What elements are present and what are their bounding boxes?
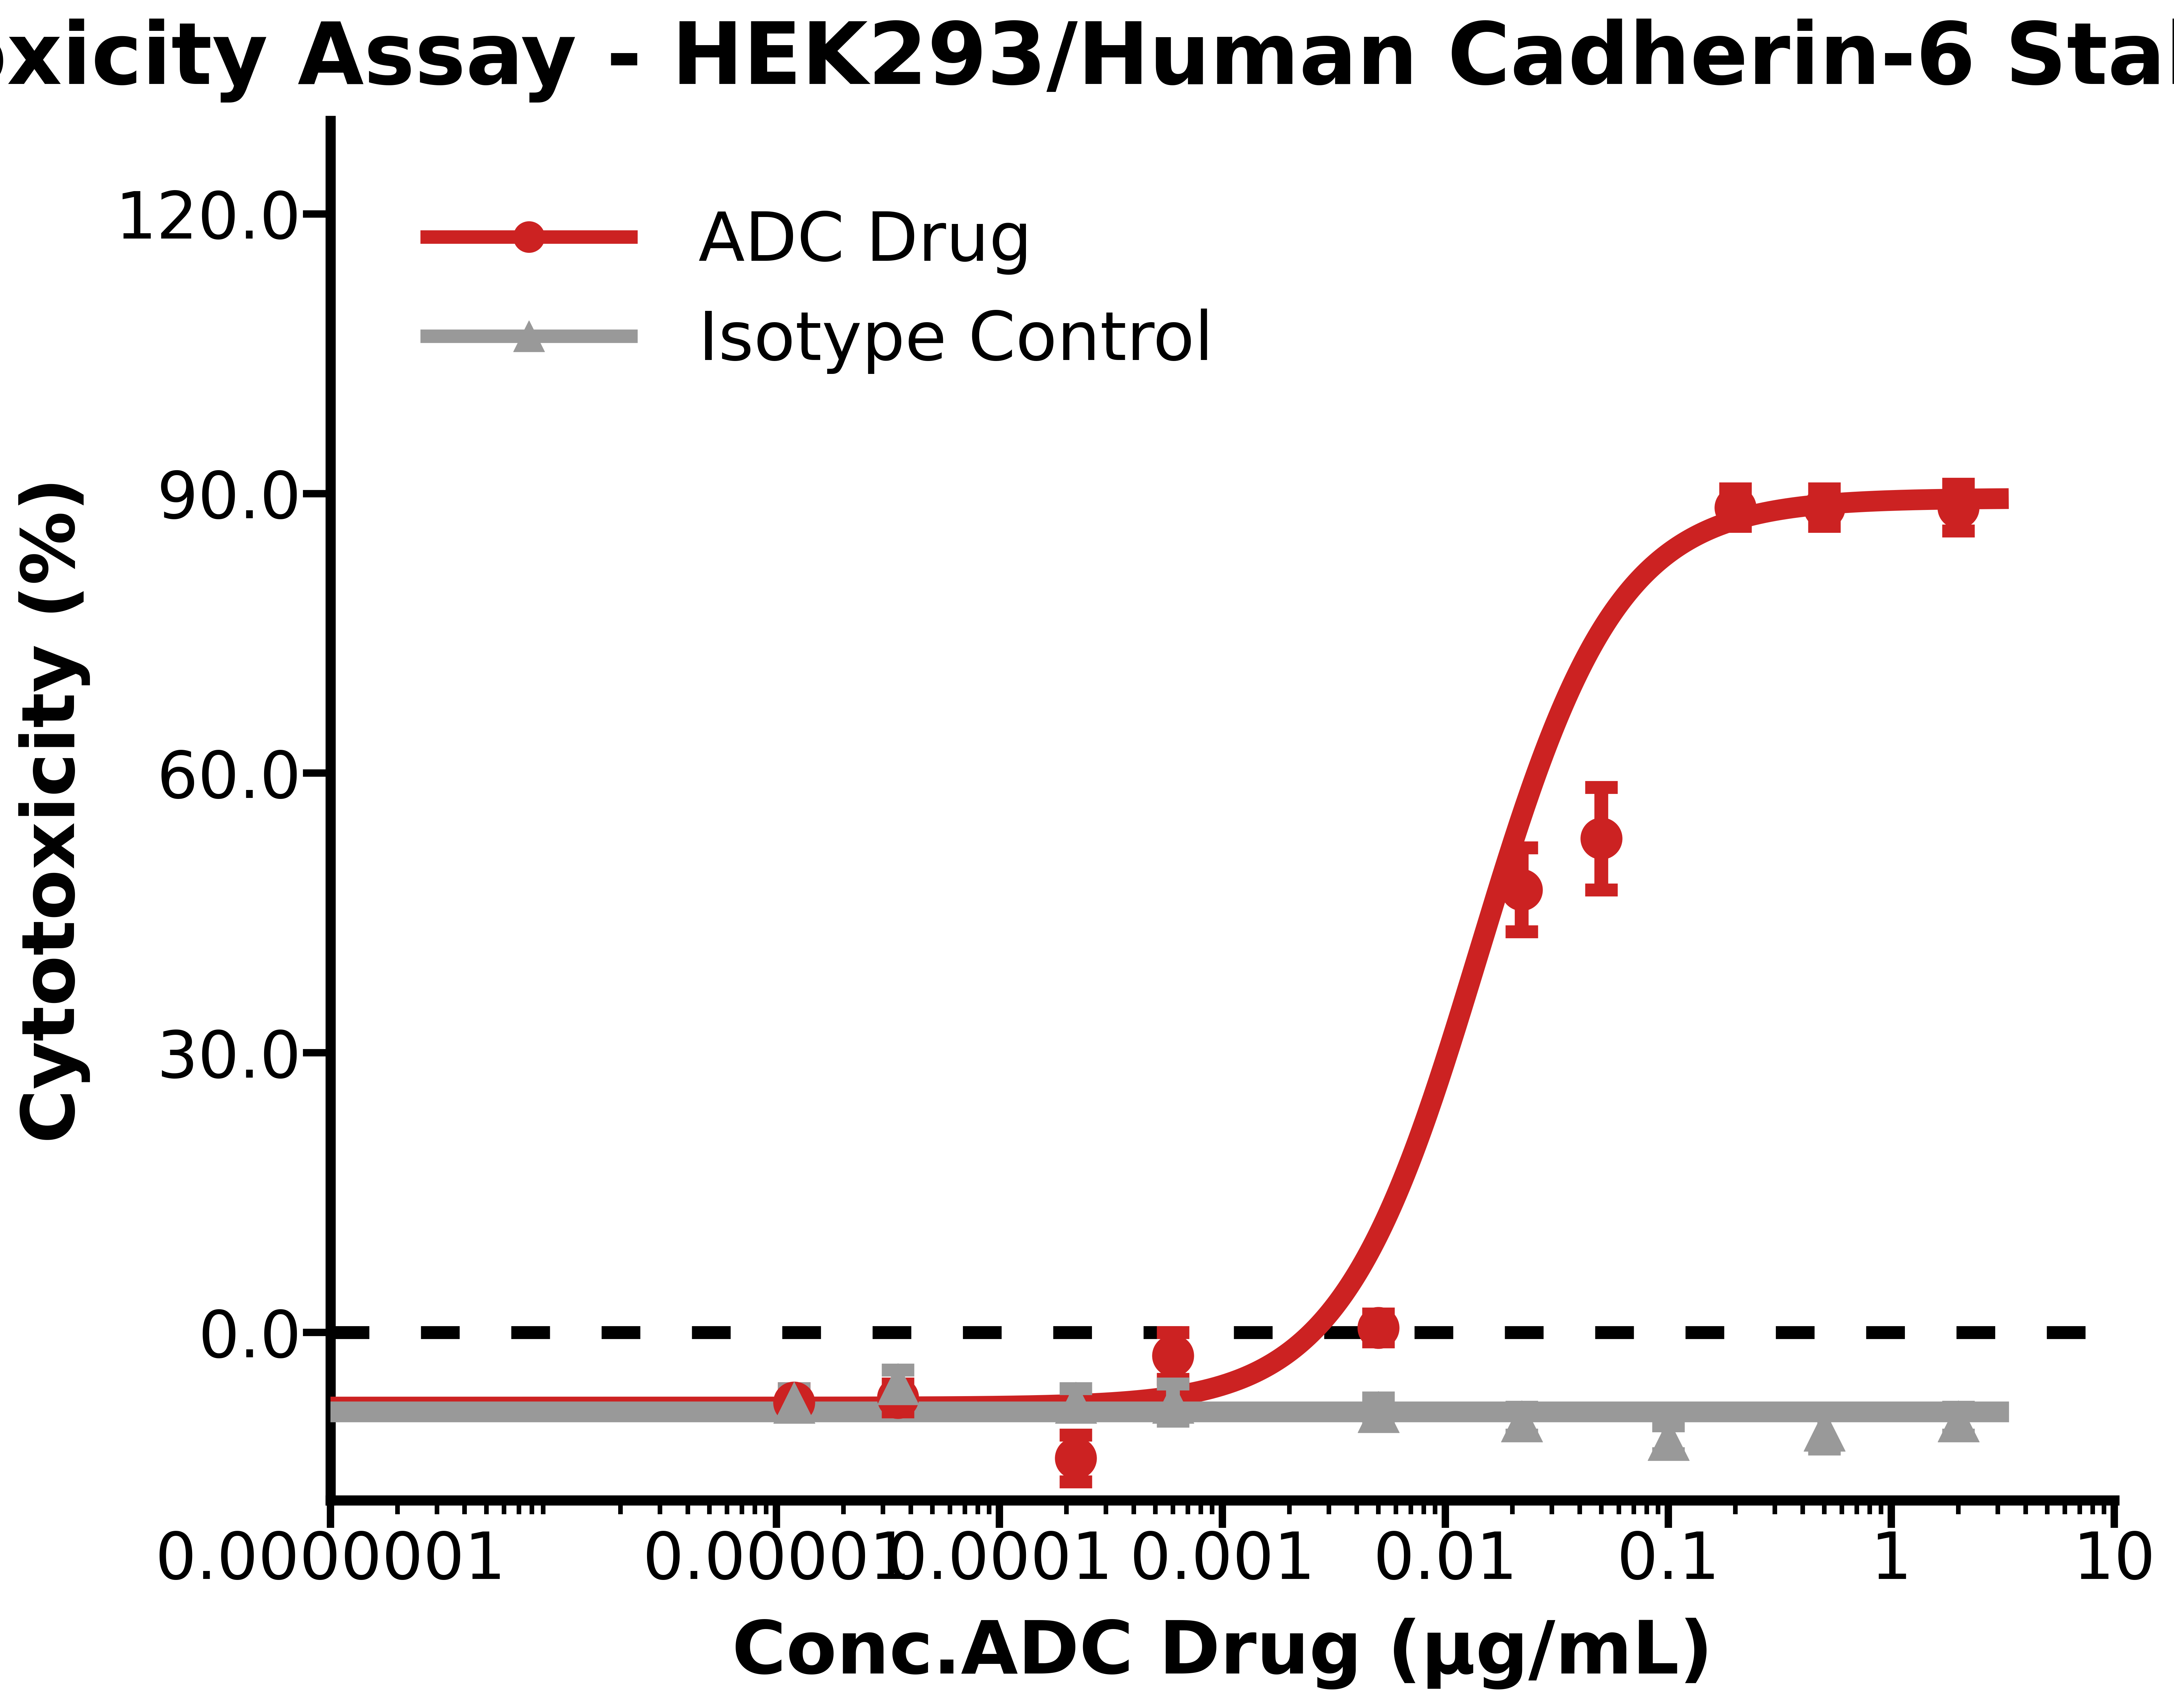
X-axis label: Conc.ADC Drug (μg/mL): Conc.ADC Drug (μg/mL) <box>733 1617 1713 1689</box>
Y-axis label: Cytotoxicity (%): Cytotoxicity (%) <box>17 478 89 1143</box>
Legend: ADC Drug, Isotype Control: ADC Drug, Isotype Control <box>400 183 1241 401</box>
Title: Cytotoxicity Assay - HEK293/Human Cadherin-6 Stable Cell Line: Cytotoxicity Assay - HEK293/Human Cadher… <box>0 19 2174 102</box>
